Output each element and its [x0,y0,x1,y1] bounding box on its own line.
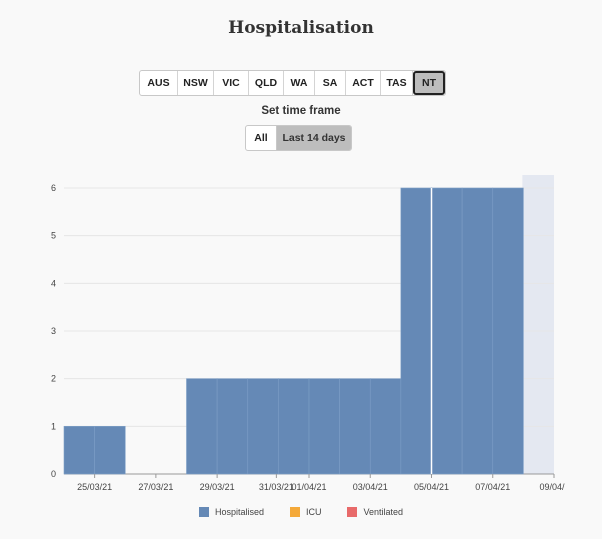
state-tab-nsw[interactable]: NSW [178,71,214,95]
y-tick-label: 6 [51,183,56,193]
y-tick-label: 5 [51,231,56,241]
state-tab-aus[interactable]: AUS [140,71,178,95]
y-tick-label: 4 [51,278,56,288]
bar [369,378,402,475]
state-tabs: AUS NSW VIC QLD WA SA ACT TAS NT [139,70,446,96]
bar [247,378,279,475]
bar [94,426,126,475]
legend-item-hospitalised[interactable]: Hospitalised [198,507,264,517]
x-tick-label: 03/04/21 [353,482,388,492]
state-tab-sa[interactable]: SA [315,71,346,95]
bar [431,187,463,475]
x-tick-label: 31/03/21 [259,482,294,492]
legend-swatch-icu [289,507,300,517]
x-tick-label: 07/04/21 [475,482,510,492]
bar [278,378,310,475]
timeframe-label: Set time frame [261,105,341,117]
state-tab-qld[interactable]: QLD [249,71,284,95]
state-tab-wa[interactable]: WA [284,71,315,95]
x-tick-label: 29/03/21 [200,482,235,492]
y-tick-label: 3 [51,326,56,336]
bar [461,187,494,475]
y-tick-label: 0 [51,469,56,479]
bar [186,378,218,475]
y-tick-label: 1 [51,421,56,431]
legend-item-icu[interactable]: ICU [289,507,322,517]
timeframe-last-14-days-button[interactable]: Last 14 days [277,126,351,150]
timeframe-tabs: All Last 14 days [245,125,352,151]
legend-swatch-hospitalised [198,507,209,517]
x-tick-label: 09/04/ [539,482,565,492]
chart-legend: Hospitalised ICU Ventilated [0,507,602,517]
state-tab-nt[interactable]: NT [413,71,445,95]
bar [492,187,524,475]
bar [400,187,432,475]
state-tab-vic[interactable]: VIC [214,71,249,95]
shaded-region [522,175,554,474]
y-tick-label: 2 [51,374,56,384]
bar [63,426,95,475]
x-tick-label: 01/04/21 [291,482,326,492]
page-title: Hospitalisation [228,18,374,38]
x-tick-label: 25/03/21 [77,482,112,492]
state-tab-tas[interactable]: TAS [381,71,413,95]
bar [216,378,249,475]
x-tick-label: 27/03/21 [138,482,173,492]
legend-label-icu: ICU [305,507,322,517]
bar [308,378,340,475]
legend-item-ventilated[interactable]: Ventilated [347,507,403,517]
legend-swatch-ventilated [347,507,358,517]
x-tick-label: 05/04/21 [414,482,449,492]
timeframe-all-button[interactable]: All [246,126,277,150]
bar [339,378,371,475]
legend-label-ventilated: Ventilated [363,507,404,517]
state-tab-act[interactable]: ACT [346,71,381,95]
legend-label-hospitalised: Hospitalised [214,507,264,517]
